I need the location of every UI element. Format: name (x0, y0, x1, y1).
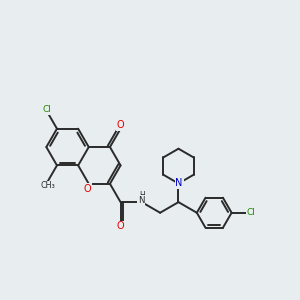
Text: N: N (176, 178, 183, 188)
Text: N: N (138, 196, 144, 205)
Text: Cl: Cl (247, 208, 256, 217)
Text: O: O (117, 120, 124, 130)
Text: CH₃: CH₃ (40, 181, 55, 190)
Text: Cl: Cl (42, 105, 51, 114)
Text: O: O (83, 184, 91, 194)
Text: O: O (117, 221, 124, 231)
Text: H: H (139, 191, 145, 200)
